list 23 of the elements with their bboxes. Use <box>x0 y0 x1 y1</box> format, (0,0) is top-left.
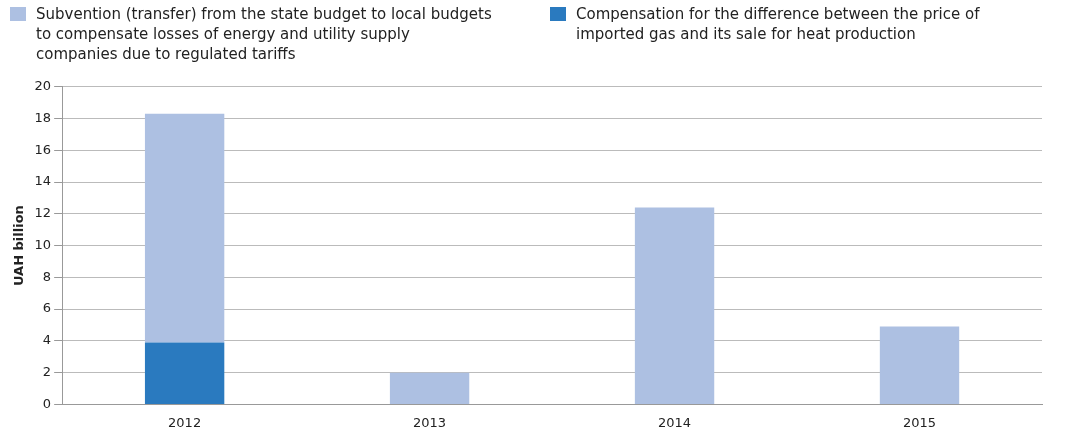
y-tick-label: 14 <box>34 173 52 189</box>
x-tick-label: 2014 <box>658 414 692 430</box>
y-tick-label: 8 <box>42 268 52 284</box>
y-tick-label: 16 <box>34 141 52 157</box>
bar <box>144 113 225 343</box>
y-tick-label: 2 <box>42 364 52 380</box>
y-tick-label: 0 <box>42 395 52 411</box>
bar <box>144 342 225 404</box>
legend-label: Subvention (transfer) from the state budget to local budgets to compensate losses of energy and utility supply companies due to regulated tariffs <box>36 4 493 64</box>
y-tick-label: 18 <box>34 109 52 125</box>
y-tick-label: 12 <box>34 205 52 221</box>
x-tick-label: 2015 <box>902 414 937 430</box>
legend-label: Compensation for the difference between the price of imported gas and its sale for heat production <box>576 4 981 44</box>
x-tick-label: 2013 <box>413 414 447 430</box>
y-tick-label: 10 <box>34 236 52 252</box>
y-tick-label: 4 <box>42 332 52 348</box>
y-tick-label: 6 <box>42 300 52 316</box>
x-tick-label: 2012 <box>168 414 202 430</box>
bar <box>389 372 470 404</box>
bar <box>879 326 960 404</box>
y-tick-label: 20 <box>34 78 52 94</box>
bar <box>634 207 715 404</box>
y-axis-title: UAH billion <box>11 205 27 287</box>
